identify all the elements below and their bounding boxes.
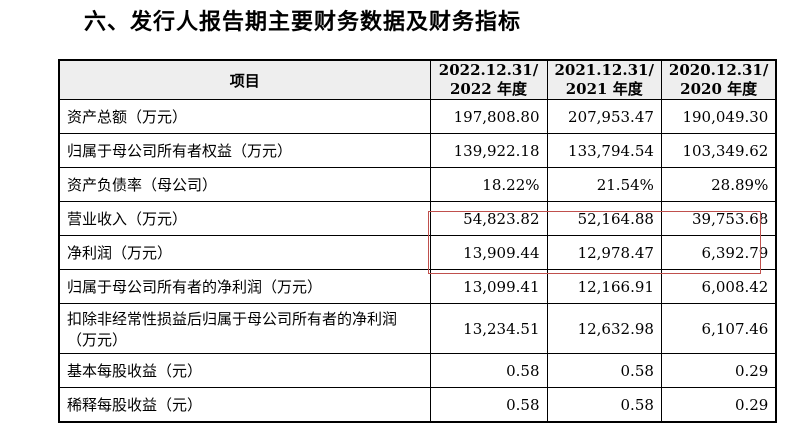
table-row: 归属于母公司所有者的净利润（万元） 13,099.41 12,166.91 6,…	[58, 269, 777, 304]
cell-value: 6,392.79	[660, 235, 777, 270]
column-header-year: 2020 年度	[680, 80, 758, 98]
cell-value: 13,909.44	[429, 235, 548, 270]
column-header-2022: 2022.12.31/ 2022 年度	[429, 59, 548, 100]
cell-value: 6,107.46	[660, 303, 777, 354]
row-label: 基本每股收益（元）	[58, 353, 431, 388]
table-row: 稀释每股收益（元） 0.58 0.58 0.29	[58, 387, 777, 423]
cell-value: 190,049.30	[660, 99, 777, 134]
cell-value: 28.89%	[660, 167, 777, 202]
table-row: 营业收入（万元） 54,823.82 52,164.88 39,753.68	[58, 201, 777, 236]
cell-value: 0.58	[429, 387, 548, 423]
column-header-date: 2020.12.31/	[668, 61, 769, 79]
cell-value: 12,978.47	[546, 235, 662, 270]
column-header-date: 2022.12.31/	[438, 61, 539, 79]
cell-value: 39,753.68	[660, 201, 777, 236]
cell-value: 13,099.41	[429, 269, 548, 304]
table-row: 资产负债率（母公司） 18.22% 21.54% 28.89%	[58, 167, 777, 202]
row-label: 归属于母公司所有者权益（万元）	[58, 133, 431, 168]
cell-value: 197,808.80	[429, 99, 548, 134]
cell-value: 21.54%	[546, 167, 662, 202]
row-label: 营业收入（万元）	[58, 201, 431, 236]
cell-value: 18.22%	[429, 167, 548, 202]
table-row: 扣除非经常性损益后归属于母公司所有者的净利润（万元） 13,234.51 12,…	[58, 303, 777, 354]
column-header-date: 2021.12.31/	[554, 61, 654, 79]
table-row: 归属于母公司所有者权益（万元） 139,922.18 133,794.54 10…	[58, 133, 777, 168]
cell-value: 133,794.54	[546, 133, 662, 168]
cell-value: 0.29	[660, 387, 777, 423]
cell-value: 0.58	[546, 387, 662, 423]
item-column-header: 项目	[58, 59, 431, 100]
table-row: 资产总额（万元） 197,808.80 207,953.47 190,049.3…	[58, 99, 777, 134]
row-label: 资产负债率（母公司）	[58, 167, 431, 202]
row-label: 资产总额（万元）	[58, 99, 431, 134]
column-header-2021: 2021.12.31/ 2021 年度	[546, 59, 662, 100]
cell-value: 0.29	[660, 353, 777, 388]
cell-value: 207,953.47	[546, 99, 662, 134]
cell-value: 6,008.42	[660, 269, 777, 304]
cell-value: 139,922.18	[429, 133, 548, 168]
cell-value: 0.58	[546, 353, 662, 388]
cell-value: 13,234.51	[429, 303, 548, 354]
cell-value: 0.58	[429, 353, 548, 388]
cell-value: 54,823.82	[429, 201, 548, 236]
cell-value: 12,166.91	[546, 269, 662, 304]
column-header-2020: 2020.12.31/ 2020 年度	[660, 59, 777, 100]
column-header-year: 2022 年度	[450, 80, 527, 98]
row-label: 净利润（万元）	[58, 235, 431, 270]
cell-value: 103,349.62	[660, 133, 777, 168]
section-heading: 六、发行人报告期主要财务数据及财务指标	[84, 10, 522, 35]
cell-value: 52,164.88	[546, 201, 662, 236]
financial-data-table: 项目 2022.12.31/ 2022 年度 2021.12.31/ 2021 …	[58, 59, 778, 423]
row-label: 归属于母公司所有者的净利润（万元）	[58, 269, 431, 304]
table-header-row: 项目 2022.12.31/ 2022 年度 2021.12.31/ 2021 …	[58, 59, 777, 100]
table-row: 净利润（万元） 13,909.44 12,978.47 6,392.79	[58, 235, 777, 270]
row-label: 扣除非经常性损益后归属于母公司所有者的净利润（万元）	[58, 303, 431, 354]
cell-value: 12,632.98	[546, 303, 662, 354]
row-label: 稀释每股收益（元）	[58, 387, 431, 423]
column-header-year: 2021 年度	[565, 80, 643, 98]
table-row: 基本每股收益（元） 0.58 0.58 0.29	[58, 353, 777, 388]
